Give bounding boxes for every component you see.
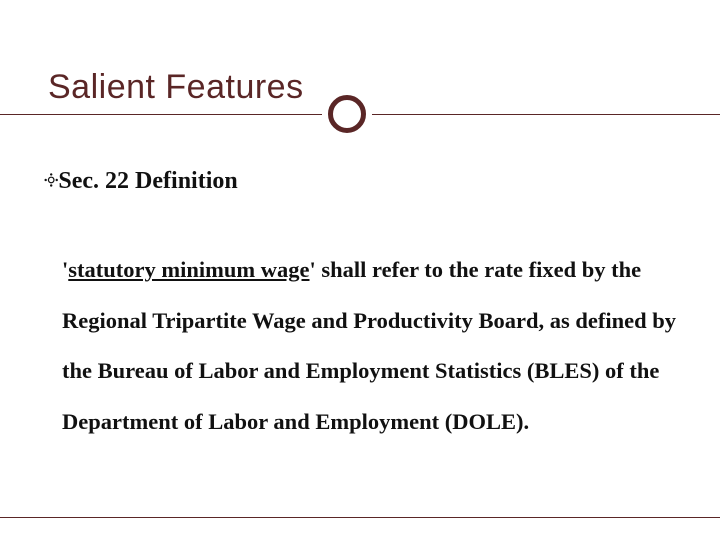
body-underlined-phrase: statutory minimum wage <box>68 257 309 282</box>
body-remainder: ' shall refer to the rate fixed by the R… <box>62 257 676 434</box>
content-area: ༓Sec. 22 Definition 'statutory minimum w… <box>44 154 676 448</box>
rule-right-segment <box>372 114 720 115</box>
title-area: Salient Features <box>48 68 680 107</box>
footer-rule <box>0 517 720 518</box>
bullet-heading: ༓Sec. 22 Definition <box>44 154 676 221</box>
rule-left-segment <box>0 114 322 115</box>
bullet-marker-icon: ༓ <box>44 154 58 221</box>
circle-ornament-icon <box>328 95 366 133</box>
body-paragraph: 'statutory minimum wage' shall refer to … <box>44 245 676 448</box>
page-title: Salient Features <box>48 68 680 107</box>
slide: Salient Features ༓Sec. 22 Definition 'st… <box>0 0 720 540</box>
bullet-label: Sec. 22 Definition <box>58 168 237 194</box>
